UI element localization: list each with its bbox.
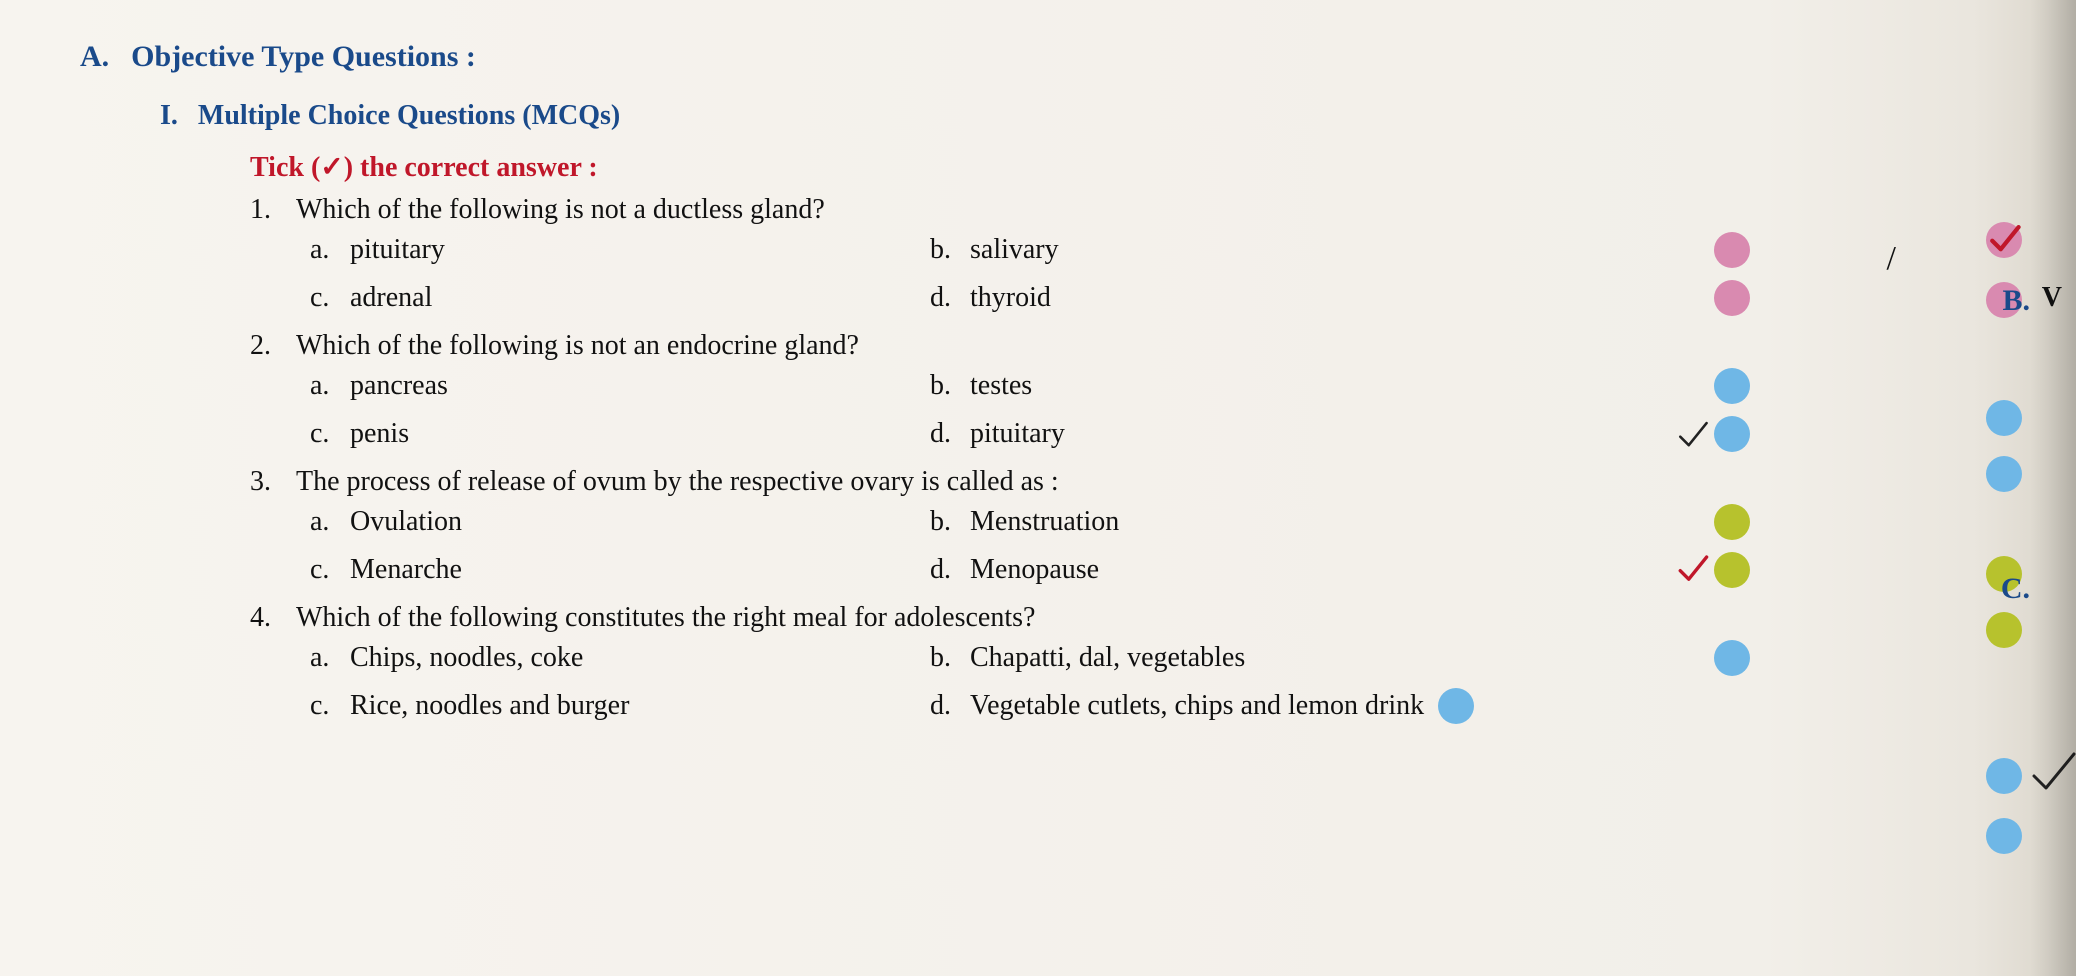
option-letter: d. [930,282,970,314]
answer-bubble[interactable] [1714,640,1750,676]
section-label: A. [80,40,109,74]
margin-bubble [1986,818,2022,854]
options-grid: a. Ovulation b. Menstruation c. Menarche… [310,504,1996,588]
option-letter: d. [930,418,970,450]
option-letter: b. [930,506,970,538]
option-text: Chips, noodles, coke [350,642,583,674]
option-text: penis [350,418,409,450]
margin-bubble [1986,456,2022,492]
option-letter: c. [310,554,350,586]
option-3c[interactable]: c. Menarche [310,552,910,588]
option-letter: a. [310,506,350,538]
margin-bubble [1986,400,2022,436]
checkmark-icon [1676,418,1710,452]
option-3d[interactable]: d. Menopause [930,552,1830,588]
answer-bubble[interactable] [1714,368,1750,404]
option-letter: a. [310,370,350,402]
question-text: Which of the following is not a ductless… [296,194,825,226]
option-1b[interactable]: b. salivary [930,232,1830,268]
margin-bubble [1986,612,2022,648]
option-4a[interactable]: a. Chips, noodles, coke [310,640,910,676]
option-2c[interactable]: c. penis [310,416,910,452]
option-letter: c. [310,418,350,450]
option-letter: b. [930,642,970,674]
option-text: pituitary [350,234,445,266]
answer-bubble[interactable] [1714,280,1750,316]
option-letter: b. [930,234,970,266]
margin-bubble [1986,758,2022,794]
question-text: The process of release of ovum by the re… [296,466,1059,498]
option-2a[interactable]: a. pancreas [310,368,910,404]
question-number: 1. [250,194,296,226]
side-label-c: C. [2001,572,2030,606]
worksheet-page: A. Objective Type Questions : I. Multipl… [0,0,2076,976]
option-2d[interactable]: d. pituitary [930,416,1830,452]
question-text: Which of the following is not an endocri… [296,330,859,362]
margin-bubble [1986,222,2022,258]
option-text: Menarche [350,554,462,586]
option-4d[interactable]: d. Vegetable cutlets, chips and lemon dr… [930,688,1950,724]
options-grid: a. Chips, noodles, coke b. Chapatti, dal… [310,640,1996,724]
option-text: Chapatti, dal, vegetables [970,642,1245,674]
question-number: 4. [250,602,296,634]
checkmark-icon [1988,222,2022,256]
question-1: 1. Which of the following is not a ductl… [250,194,1996,316]
option-text: salivary [970,234,1059,266]
option-text: Vegetable cutlets, chips and lemon drink [970,690,1424,722]
checkmark-icon [1676,552,1710,586]
subsection-heading: I. Multiple Choice Questions (MCQs) [160,100,1996,132]
answer-bubble[interactable] [1438,688,1474,724]
option-text: pituitary [970,418,1065,450]
answer-bubble[interactable] [1714,504,1750,540]
option-text: adrenal [350,282,432,314]
option-text: Menstruation [970,506,1119,538]
question-3: 3. The process of release of ovum by the… [250,466,1996,588]
option-letter: b. [930,370,970,402]
option-1a[interactable]: a. pituitary [310,232,910,268]
option-letter: d. [930,690,970,722]
section-heading: A. Objective Type Questions : [80,40,1996,74]
option-letter: a. [310,234,350,266]
question-text: Which of the following constitutes the r… [296,602,1035,634]
option-3b[interactable]: b. Menstruation [930,504,1830,540]
option-4b[interactable]: b. Chapatti, dal, vegetables [930,640,1950,676]
option-text: thyroid [970,282,1051,314]
option-letter: d. [930,554,970,586]
option-3a[interactable]: a. Ovulation [310,504,910,540]
question-4: 4. Which of the following constitutes th… [250,602,1996,724]
answer-bubble[interactable] [1714,232,1750,268]
option-text: testes [970,370,1032,402]
option-1c[interactable]: c. adrenal [310,280,910,316]
question-number: 2. [250,330,296,362]
option-text: Menopause [970,554,1099,586]
option-text: Ovulation [350,506,462,538]
subsection-title: Multiple Choice Questions (MCQs) [198,100,620,132]
option-1d[interactable]: d. thyroid [930,280,1830,316]
question-2: 2. Which of the following is not an endo… [250,330,1996,452]
answer-bubble[interactable] [1714,416,1750,452]
option-2b[interactable]: b. testes [930,368,1830,404]
option-text: Rice, noodles and burger [350,690,629,722]
option-text: pancreas [350,370,448,402]
option-letter: a. [310,642,350,674]
option-letter: c. [310,690,350,722]
side-label-b: B. [2002,284,2030,318]
subsection-label: I. [160,100,178,132]
instruction-text: Tick (✓) the correct answer : [250,150,1996,184]
section-title: Objective Type Questions : [131,40,476,74]
question-number: 3. [250,466,296,498]
handwritten-slash: / [1887,240,1896,278]
option-letter: c. [310,282,350,314]
options-grid: a. pancreas b. testes c. penis d. pituit… [310,368,1996,452]
page-edge-shadow [2030,0,2076,976]
options-grid: a. pituitary b. salivary c. adrenal d. t… [310,232,1996,316]
option-4c[interactable]: c. Rice, noodles and burger [310,688,910,724]
answer-bubble[interactable] [1714,552,1750,588]
